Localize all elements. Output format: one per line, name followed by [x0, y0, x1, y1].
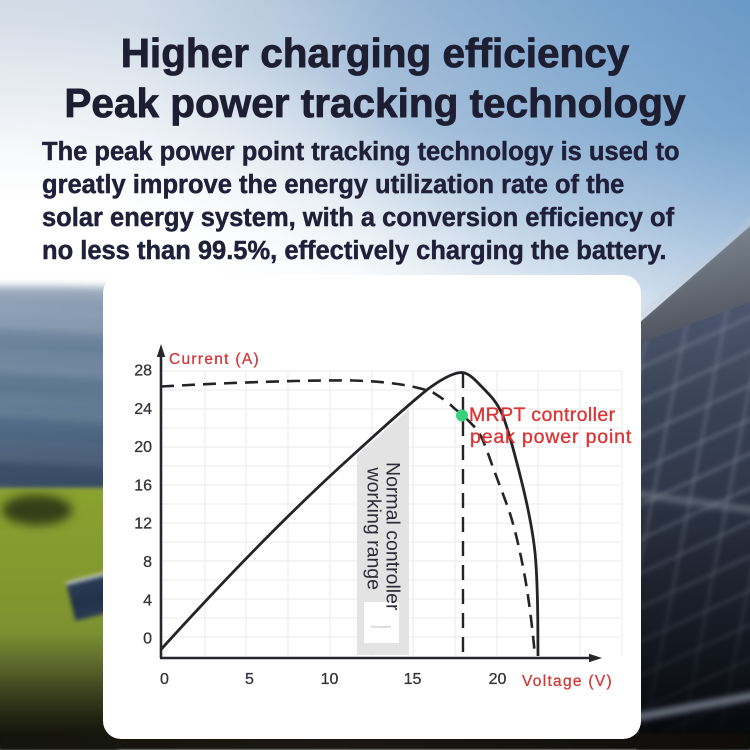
- svg-text:24: 24: [134, 401, 152, 418]
- svg-text:12: 12: [134, 516, 152, 533]
- svg-text:8: 8: [143, 554, 152, 571]
- svg-text:5: 5: [245, 671, 254, 688]
- svg-text:15: 15: [404, 671, 422, 688]
- svg-text:Renewable: Renewable: [371, 624, 392, 629]
- svg-text:Normal controller: Normal controller: [382, 462, 404, 611]
- svg-text:4: 4: [143, 592, 152, 609]
- svg-text:20: 20: [489, 671, 507, 688]
- svg-text:28: 28: [134, 363, 152, 380]
- svg-text:0: 0: [160, 671, 169, 688]
- svg-text:MRPT controller: MRPT controller: [469, 404, 616, 426]
- svg-text:Current (A): Current (A): [169, 351, 260, 368]
- svg-text:peak power point: peak power point: [470, 426, 632, 448]
- svg-text:10: 10: [321, 671, 339, 688]
- svg-text:20: 20: [134, 439, 152, 456]
- svg-text:Voltage (V): Voltage (V): [522, 673, 613, 690]
- svg-text:0: 0: [143, 631, 152, 648]
- svg-text:16: 16: [134, 477, 152, 494]
- svg-text:working range: working range: [363, 467, 385, 590]
